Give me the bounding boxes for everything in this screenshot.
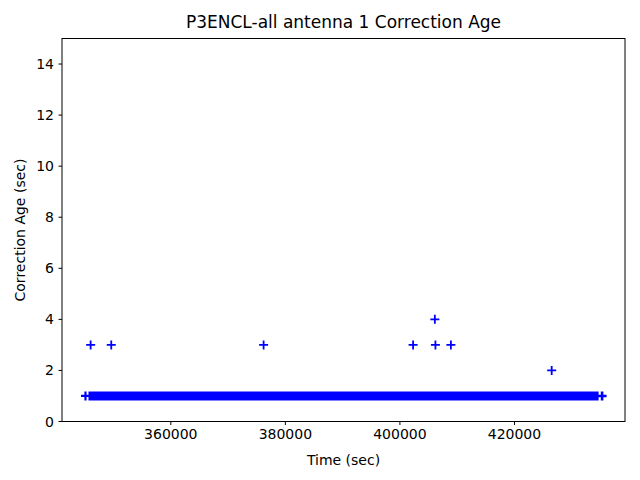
y-tick-label: 8 — [45, 209, 54, 225]
x-tick-label: 400000 — [373, 426, 426, 442]
x-tick-label: 380000 — [259, 426, 312, 442]
y-tick-label: 4 — [45, 311, 54, 327]
y-tick-label: 0 — [45, 414, 54, 430]
x-ticks: 360000 380000 400000 420000 — [144, 422, 541, 442]
y-tick-label: 12 — [36, 107, 54, 123]
dense-band — [81, 391, 607, 400]
plus-marker — [430, 315, 439, 324]
chart-figure: P3ENCL-all antenna 1 Correction Age Corr… — [0, 0, 640, 480]
plus-marker — [431, 340, 440, 349]
x-tick-label: 420000 — [488, 426, 541, 442]
y-tick-label: 6 — [45, 260, 54, 276]
y-ticks: 0 2 4 6 8 10 12 14 — [36, 56, 62, 429]
plot-area: 360000 380000 400000 420000 0 2 4 6 8 10 12 14 — [0, 0, 640, 480]
plus-marker — [107, 340, 116, 349]
x-tick-label: 360000 — [144, 426, 197, 442]
y-tick-label: 10 — [36, 158, 54, 174]
plus-marker — [446, 340, 455, 349]
y-tick-label: 2 — [45, 362, 54, 378]
plus-marker — [547, 366, 556, 375]
plus-marker — [598, 391, 607, 400]
plus-marker — [409, 340, 418, 349]
plus-marker — [259, 340, 268, 349]
plus-marker — [86, 340, 95, 349]
axes-frame — [62, 39, 625, 422]
y-tick-label: 14 — [36, 56, 54, 72]
data-markers — [86, 315, 556, 375]
